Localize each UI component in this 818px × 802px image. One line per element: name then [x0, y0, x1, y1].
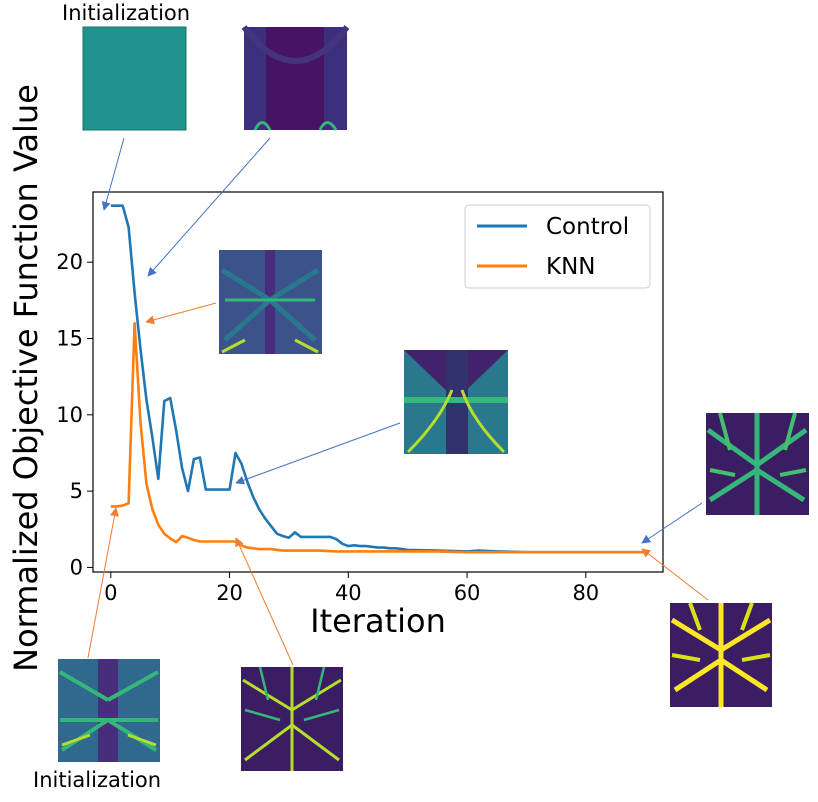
thumb-control-mid: [404, 350, 508, 454]
x-tick-label: 0: [104, 581, 117, 605]
x-tick-label: 60: [454, 581, 481, 605]
y-tick-label: 20: [56, 250, 83, 274]
legend-label-knn: KNN: [546, 254, 596, 280]
series-line-control: [110, 204, 646, 554]
thumb-control-init: [82, 26, 187, 131]
thumb-control-final: [706, 412, 809, 515]
annotation-initialization-bottom: Initialization: [33, 768, 162, 792]
x-tick-label: 40: [335, 581, 362, 605]
y-tick-label: 5: [70, 479, 83, 503]
thumb-knn-final: [670, 602, 772, 707]
y-tick-label: 15: [56, 327, 83, 351]
thumb-knn-mid: [241, 666, 343, 771]
thumb-knn-init: [58, 659, 160, 762]
legend: Control KNN: [464, 204, 651, 289]
x-axis-label: Iteration: [310, 602, 446, 640]
thumb-control-early: [241, 25, 350, 131]
y-tick-label: 10: [56, 403, 83, 427]
y-axis: 0 5 10 15 20: [56, 250, 93, 579]
y-tick-label: 0: [70, 555, 83, 579]
thumb-knn-peak: [219, 250, 322, 354]
x-tick-label: 20: [216, 581, 243, 605]
x-axis: 0 20 40 60 80: [104, 572, 599, 605]
y-axis-label: Normalized Objective Function Value: [7, 84, 45, 672]
annotation-arrows: [87, 137, 709, 666]
x-tick-label: 80: [572, 581, 599, 605]
legend-label-control: Control: [546, 214, 629, 240]
annotation-initialization-top: Initialization: [62, 1, 191, 25]
